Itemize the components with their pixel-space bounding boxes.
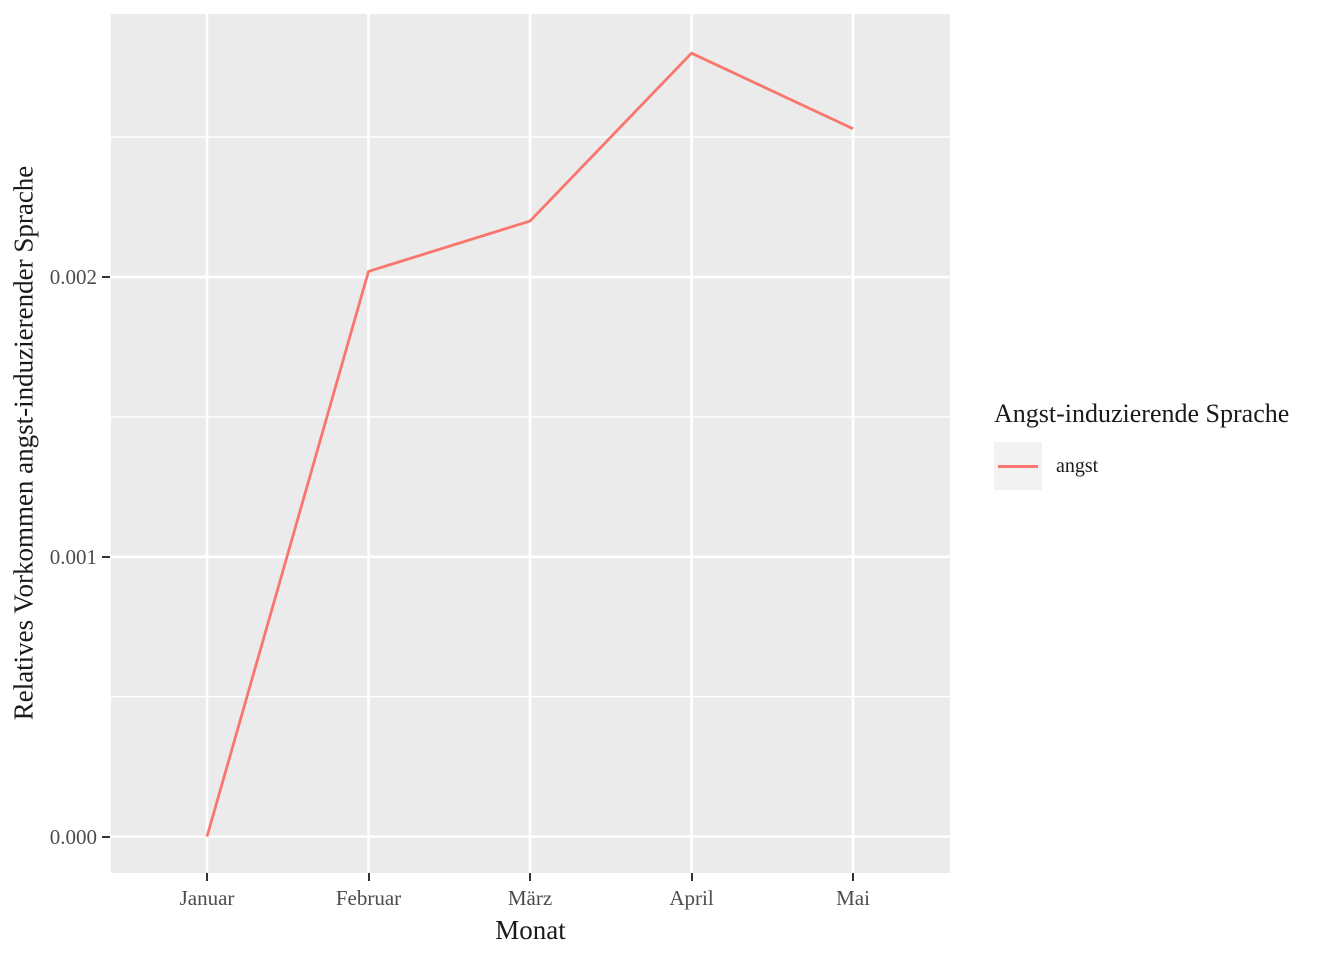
legend-title: Angst-induzierende Sprache bbox=[994, 399, 1290, 428]
x-tick-label: April bbox=[669, 886, 714, 910]
y-tick-mark bbox=[102, 276, 110, 279]
x-tick-mark bbox=[690, 873, 693, 881]
legend-line-icon bbox=[998, 464, 1038, 468]
series-line-angst bbox=[205, 51, 854, 838]
x-tick-label: Februar bbox=[335, 886, 402, 910]
x-tick-label: Januar bbox=[179, 886, 235, 910]
y-tick-label: 0.001 bbox=[49, 544, 97, 569]
plot-panel bbox=[111, 14, 950, 873]
y-tick-label: 0.000 bbox=[49, 824, 97, 849]
x-tick-mark bbox=[367, 873, 370, 881]
x-axis-title: Monat bbox=[495, 915, 566, 945]
legend-key-swatch bbox=[994, 442, 1042, 490]
x-tick-label: Mai bbox=[836, 886, 870, 910]
y-axis-title: Relatives Vorkommen angst-induzierender … bbox=[8, 165, 39, 721]
y-tick-mark bbox=[102, 555, 110, 558]
x-tick-label: März bbox=[507, 886, 553, 910]
legend: Angst-induzierende Sprache angst bbox=[994, 398, 1340, 490]
legend-entry-label: angst bbox=[1056, 454, 1099, 477]
x-tick-mark bbox=[529, 873, 531, 881]
x-tick-mark bbox=[206, 873, 208, 881]
y-tick-mark bbox=[102, 835, 110, 838]
legend-entry: angst bbox=[994, 442, 1340, 490]
y-tick-label: 0.002 bbox=[49, 265, 97, 290]
chart-canvas bbox=[111, 14, 950, 873]
x-tick-mark bbox=[852, 873, 854, 881]
